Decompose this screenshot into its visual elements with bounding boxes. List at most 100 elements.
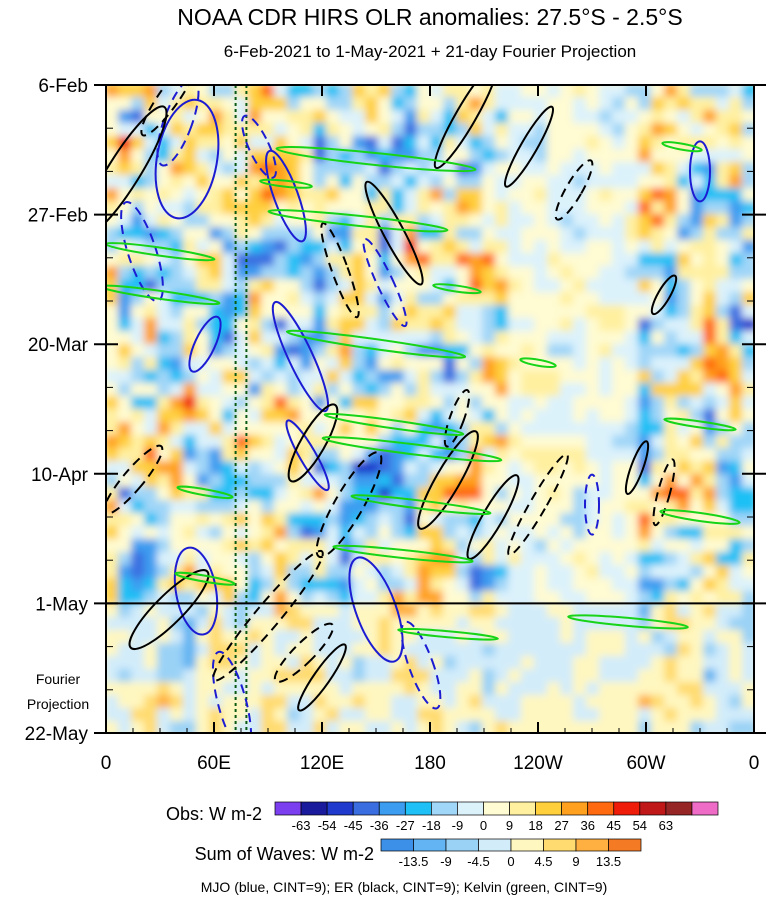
wave-contour-37	[275, 146, 477, 173]
wave-contour-39	[106, 242, 216, 262]
y-tick-label-3: 10-Apr	[31, 465, 89, 486]
obs-colorbar-level-10: 27	[554, 818, 568, 833]
projection-label-line-1: Fourier	[36, 671, 81, 687]
x-tick-label-0: 0	[101, 753, 112, 774]
wave-contour-13	[362, 237, 408, 328]
obs-colorbar-swatch-10	[535, 801, 562, 816]
obs-colorbar-level-2: -45	[344, 818, 363, 833]
chart-title: NOAA CDR HIRS OLR anomalies: 27.5°S - 2.…	[177, 4, 682, 30]
projection-label-line-2: Projection	[27, 696, 89, 712]
wave-contour-54	[519, 357, 557, 369]
x-tick-label-6: 0	[749, 753, 760, 774]
wave-contour-24	[315, 451, 383, 559]
wave-contour-20	[433, 85, 499, 170]
wave-contour-26	[466, 474, 520, 560]
wave-contour-25	[417, 430, 479, 530]
wave-contour-55	[259, 178, 313, 189]
y-axis: 6-Feb 27-Feb 20-Mar 10-Apr 1-May 22-May	[25, 76, 766, 745]
wave-contour-34	[650, 274, 678, 316]
wave-contour-29	[106, 444, 164, 516]
wave-contour-40	[106, 284, 221, 306]
wave-contour-7	[173, 546, 219, 636]
wave-contour-6	[285, 419, 330, 492]
wave-contour-23	[287, 403, 339, 483]
y-tick-label-4: 1-May	[35, 594, 88, 615]
obs-colorbar-label: Obs: W m-2	[166, 804, 262, 824]
obs-colorbar-swatch-6	[431, 801, 458, 816]
y-tick-label-0: 6-Feb	[38, 76, 88, 97]
obs-colorbar-swatch-7	[457, 801, 484, 816]
obs-colorbar-level-3: -36	[370, 818, 389, 833]
obs-colorbar-swatch-2	[326, 801, 354, 816]
obs-colorbar-level-8: 9	[506, 818, 513, 833]
waves-caption: MJO (blue, CINT=9); ER (black, CINT=9); …	[201, 879, 608, 895]
wave-contour-45	[176, 485, 234, 500]
wave-contour-42	[323, 412, 465, 436]
wave-contour-1	[156, 85, 200, 167]
wave-contour-35	[443, 388, 471, 448]
wave-contour-15	[689, 140, 711, 203]
wave-colorbar-level-1: -9	[440, 854, 452, 869]
obs-colorbar-swatch-8	[483, 801, 510, 816]
chart-subtitle: 6-Feb-2021 to 1-May-2021 + 21-day Fourie…	[224, 42, 636, 61]
wave-colorbar-level-0: -13.5	[399, 854, 429, 869]
wave-colorbar-swatch-0	[380, 838, 414, 852]
obs-colorbar-level-14: 63	[659, 818, 673, 833]
wave-contour-5	[271, 300, 329, 413]
wave-contour-32	[624, 440, 650, 496]
obs-colorbar-level-6: -9	[452, 818, 464, 833]
obs-colorbar-level-12: 45	[607, 818, 621, 833]
obs-colorbar-swatch-14	[639, 801, 667, 816]
wave-contour-50	[567, 614, 689, 630]
wave-colorbar-swatch-4	[510, 838, 544, 852]
wave-contour-44	[350, 494, 492, 516]
obs-colorbar-swatch-0	[274, 801, 302, 816]
obs-colorbar: -63 -54 -45 -36 -27 -18 -9 0 9 18 27 36 45 54 63	[274, 801, 719, 833]
wave-contour-38	[267, 209, 449, 233]
wave-contour-30	[297, 643, 347, 712]
wave-colorbar-swatch-2	[445, 838, 479, 852]
wave-contour-21	[503, 105, 555, 188]
x-axis: 0 60E 120E 180 120W 60W 0	[101, 85, 760, 774]
wave-contour-14	[584, 473, 600, 536]
wave-contour-47	[174, 571, 236, 586]
obs-colorbar-level-11: 36	[580, 818, 594, 833]
wave-contour-48	[659, 509, 741, 525]
wave-contours	[106, 85, 741, 733]
obs-colorbar-level-1: -54	[318, 818, 337, 833]
x-tick-label-1: 60E	[197, 753, 231, 774]
wave-contour-4	[188, 315, 222, 373]
wave-colorbar-level-2: -4.5	[467, 854, 489, 869]
wave-contour-33	[652, 458, 676, 527]
wave-contour-27	[507, 453, 569, 557]
wave-contour-36	[273, 622, 335, 683]
reference-longitude-lines	[234, 85, 248, 733]
wave-contour-43	[321, 436, 503, 463]
x-tick-label-3: 180	[414, 753, 446, 774]
wave-colorbar-level-5: 9	[572, 854, 579, 869]
wave-contour-10	[211, 650, 253, 733]
wave-colorbar-level-3: 0	[507, 854, 514, 869]
obs-colorbar-swatch-1	[300, 801, 328, 816]
wave-colorbar-level-6: 13.5	[596, 854, 621, 869]
y-tick-label-2: 20-Mar	[28, 335, 89, 356]
wave-contour-41	[285, 329, 467, 359]
y-tick-label-1: 27-Feb	[28, 206, 88, 227]
wave-contour-9	[400, 620, 442, 710]
wave-colorbar-swatch-5	[543, 838, 577, 852]
x-tick-label-2: 120E	[300, 753, 344, 774]
obs-colorbar-swatch-3	[352, 801, 380, 816]
obs-colorbar-level-4: -27	[396, 818, 415, 833]
wave-colorbar: -13.5 -9 -4.5 0 4.5 9 13.5	[380, 838, 642, 869]
wave-contour-31	[212, 549, 324, 682]
wave-colorbar-label: Sum of Waves: W m-2	[195, 844, 374, 864]
wave-contour-17	[140, 85, 198, 137]
plot-area	[105, 84, 755, 734]
obs-colorbar-swatch-16	[691, 801, 719, 816]
obs-colorbar-level-7: 0	[480, 818, 487, 833]
y-tick-label-5: 22-May	[25, 724, 89, 745]
obs-colorbar-level-13: 54	[633, 818, 647, 833]
wave-contour-2	[154, 98, 220, 220]
wave-contour-52	[661, 141, 703, 153]
